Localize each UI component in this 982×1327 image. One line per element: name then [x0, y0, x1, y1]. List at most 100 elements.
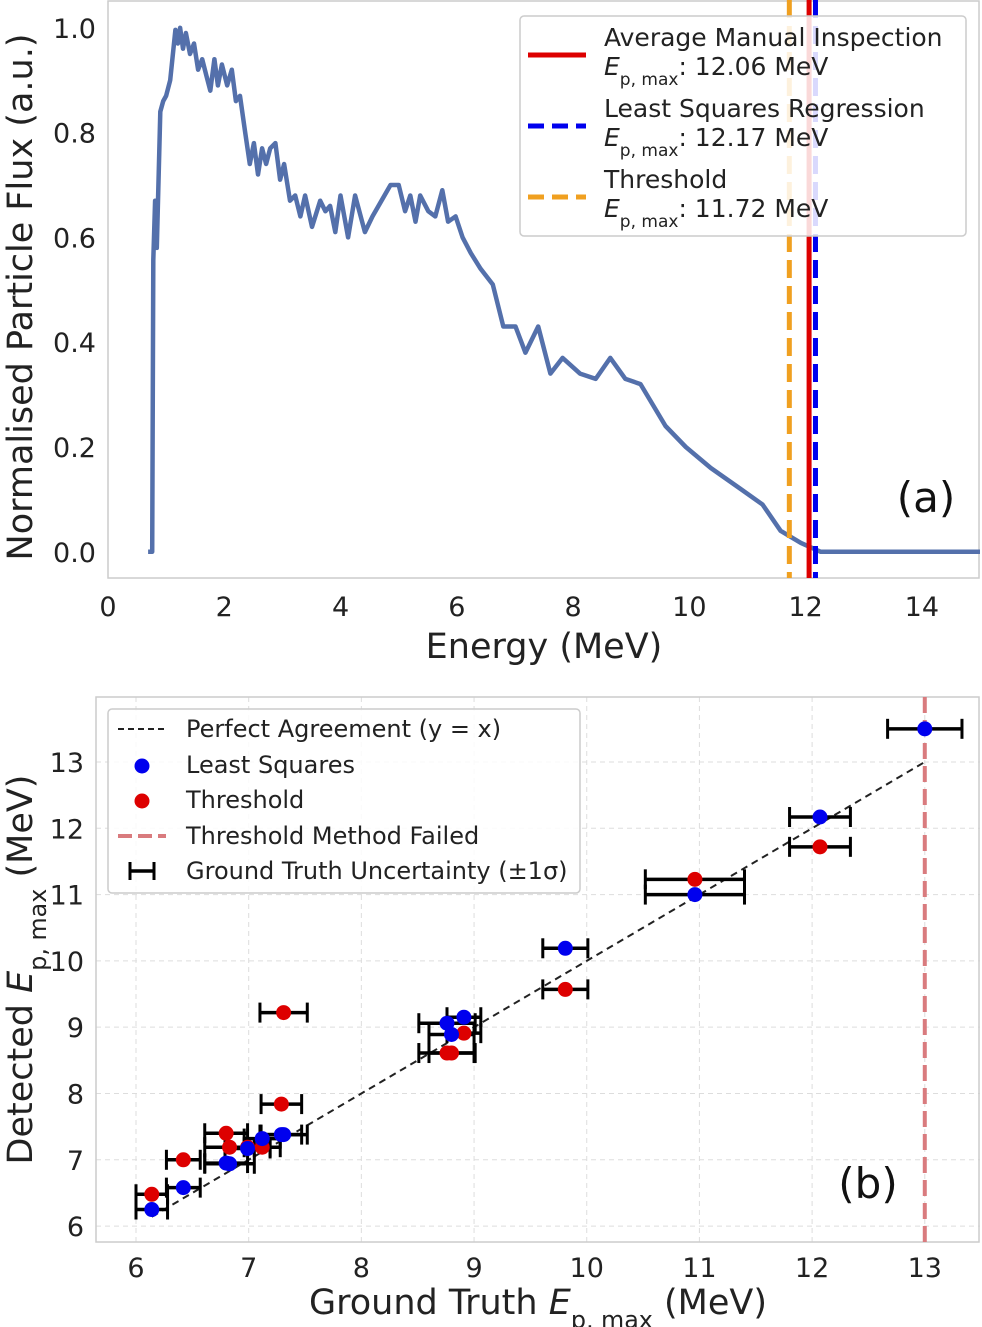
x-tick-label: 8 [353, 1253, 370, 1284]
legend-swatch-threshold [134, 793, 150, 809]
x-tick-label: 8 [564, 592, 581, 623]
y-tick-label: 7 [67, 1146, 84, 1177]
legend-entry: Threshold [185, 786, 304, 814]
symbol-E: E [1, 970, 41, 993]
x-tick-label: 13 [908, 1253, 942, 1284]
label-text: (MeV) [1, 775, 41, 889]
panel-a: 0 2 4 6 8 10 12 14 0.0 0.2 0.4 0.6 0.8 1.0 Energy (MeV… [1, 0, 980, 667]
threshold-point [444, 1045, 460, 1061]
y-tick-label: 0.8 [53, 119, 96, 150]
y-axis-label: Detected Ep, max (MeV) [1, 775, 52, 1165]
y-tick-label: 1.0 [53, 14, 96, 45]
label-text: : 12.06 MeV [678, 52, 828, 81]
label-text: Detected [1, 993, 41, 1165]
panel-label-b: (b) [838, 1159, 897, 1208]
legend-entry-value: Ep, max: 12.06 MeV [604, 52, 828, 90]
label-text: : 12.17 MeV [678, 123, 828, 152]
y-tick-label: 6 [67, 1212, 84, 1243]
y-tick-label: 13 [50, 748, 84, 779]
symbol-subscript: p, max [24, 889, 52, 971]
x-tick-label: 10 [570, 1253, 604, 1284]
x-tick-label: 12 [795, 1253, 829, 1284]
y-axis-label: Normalised Particle Flux (a.u.) [1, 34, 41, 561]
threshold-point [222, 1139, 238, 1155]
threshold-point [687, 871, 703, 887]
label-text: : 11.72 MeV [678, 194, 828, 223]
legend-swatch-least-squares [134, 758, 150, 774]
least-squares-point [439, 1015, 455, 1031]
least-squares-point [222, 1156, 238, 1172]
threshold-point [273, 1096, 289, 1112]
axes-frame [107, 0, 980, 579]
legend-entry-value: Ep, max: 12.17 MeV [604, 123, 828, 161]
legend-entry: Ground Truth Uncertainty (±1σ) [186, 857, 568, 885]
threshold-point [175, 1152, 191, 1168]
symbol-E: E [604, 194, 620, 223]
least-squares-point [254, 1131, 270, 1147]
x-axis-label: Energy (MeV) [426, 627, 663, 667]
threshold-point [812, 839, 828, 855]
x-tick-label: 7 [240, 1253, 257, 1284]
y-tick-label: 9 [67, 1013, 84, 1044]
x-tick-label: 14 [905, 592, 939, 623]
least-squares-point [444, 1026, 460, 1042]
least-squares-point [812, 809, 828, 825]
threshold-point [557, 981, 573, 997]
axes-frame [95, 696, 980, 1243]
y-tick-label: 10 [50, 947, 84, 978]
legend-entry: Least Squares [186, 751, 355, 779]
x-tick-label: 10 [672, 592, 706, 623]
panel-label-a: (a) [897, 473, 956, 522]
y-tick-label: 0.0 [53, 538, 96, 569]
symbol-subscript: p, max [620, 141, 679, 161]
y-tick-label: 0.2 [53, 433, 96, 464]
x-tick-label: 11 [682, 1253, 716, 1284]
legend-entry: Threshold Method Failed [185, 822, 479, 850]
least-squares-point [456, 1009, 472, 1025]
legend-entry-name: Threshold [603, 165, 727, 194]
y-tick-label: 11 [50, 881, 84, 912]
least-squares-point [175, 1180, 191, 1196]
x-tick-label: 6 [448, 592, 465, 623]
symbol-subscript: p, max [571, 1306, 653, 1327]
x-axis-label: Ground Truth Ep, max (MeV) [309, 1283, 767, 1327]
panel-b: 6 7 8 9 10 11 12 13 6 7 8 9 10 11 12 13 Ground Truth Ep,… [1, 696, 980, 1327]
symbol-subscript: p, max [620, 212, 679, 232]
y-tick-label: 8 [67, 1079, 84, 1110]
symbol-E: E [604, 123, 620, 152]
threshold-point [218, 1125, 234, 1141]
threshold-point [144, 1186, 160, 1202]
legend-entry-value: Ep, max: 11.72 MeV [604, 194, 828, 232]
label-text: (MeV) [653, 1283, 767, 1323]
y-tick-label: 0.6 [53, 223, 96, 254]
threshold-point [456, 1025, 472, 1041]
x-tick-label: 6 [127, 1253, 144, 1284]
least-squares-point [276, 1127, 292, 1143]
legend-entry: Perfect Agreement (y = x) [186, 715, 501, 743]
y-tick-label: 12 [50, 814, 84, 845]
legend-b: Perfect Agreement (y = x) Least Squares Th… [107, 708, 581, 894]
legend-box [107, 708, 581, 894]
label-text: Ground Truth [309, 1283, 549, 1323]
least-squares-point [240, 1141, 256, 1157]
symbol-E: E [549, 1283, 572, 1323]
legend-box [519, 15, 967, 237]
least-squares-point [687, 887, 703, 903]
x-tick-label: 4 [332, 592, 349, 623]
symbol-E: E [604, 52, 620, 81]
y-tick-label: 0.4 [53, 328, 96, 359]
least-squares-point [557, 940, 573, 956]
least-squares-point [144, 1202, 160, 1218]
x-tick-label: 12 [788, 592, 822, 623]
legend-entry-name: Average Manual Inspection [604, 23, 943, 52]
x-tick-label: 9 [465, 1253, 482, 1284]
least-squares-point [917, 721, 933, 737]
x-tick-label: 0 [99, 592, 116, 623]
x-tick-label: 2 [216, 592, 233, 623]
spectrum-line [148, 25, 980, 555]
threshold-point [276, 1005, 292, 1021]
legend-entry-name: Least Squares Regression [604, 94, 925, 123]
symbol-subscript: p, max [620, 70, 679, 90]
